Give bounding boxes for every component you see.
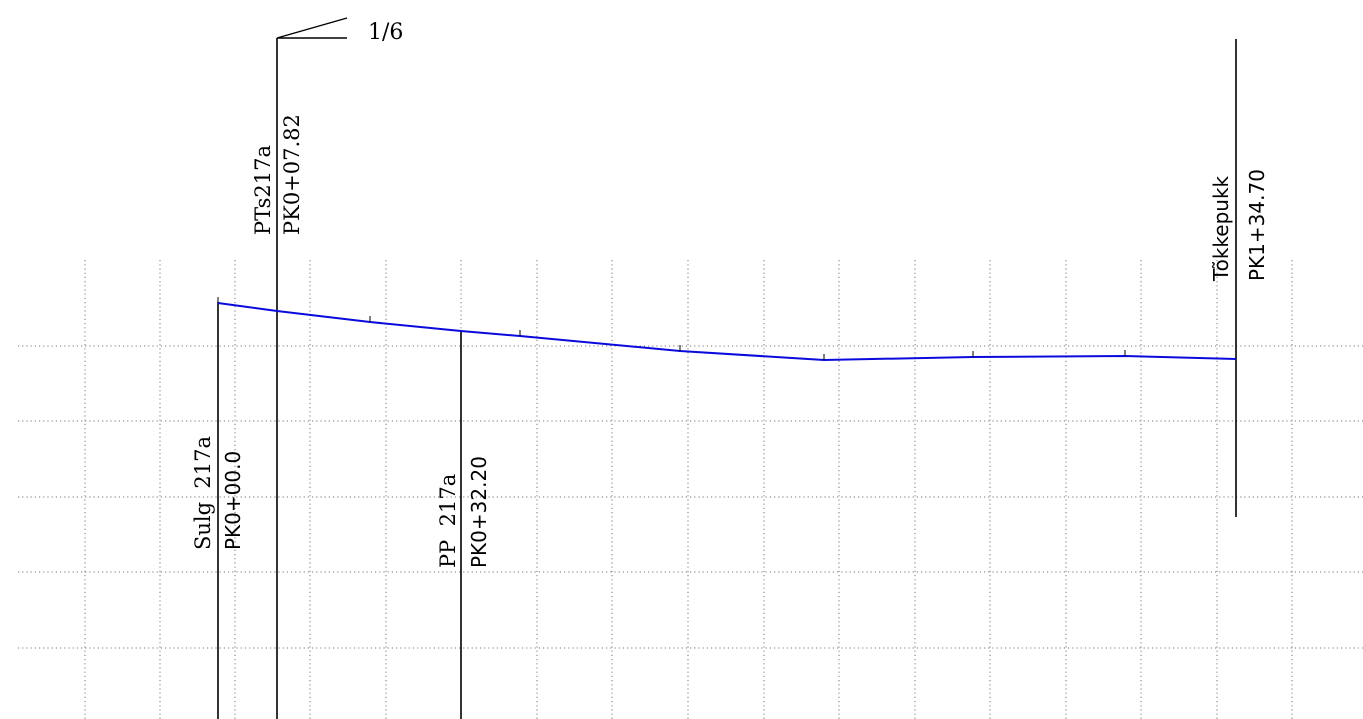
elevation-profile-line [217, 302, 1237, 362]
station-chainage: PK0+07.82 [280, 114, 304, 235]
profile-ticks [217, 297, 1126, 360]
station-name: PP 217a [436, 474, 460, 568]
station-label-pts: PTs217a PK0+07.82 [251, 114, 304, 235]
station-chainage: PK0+32.20 [467, 456, 491, 568]
slope-marker: 1/6 [276, 17, 403, 45]
station-label-pp: PP 217a PK0+32.20 [436, 456, 491, 568]
station-chainage: PK1+34.70 [1245, 169, 1269, 281]
grid [18, 260, 1363, 719]
slope-ratio-label: 1/6 [368, 20, 403, 45]
station-name: PTs217a [251, 145, 275, 235]
station-label-sulg: Sulg 217a PK0+00.0 [191, 436, 245, 550]
station-label-tokkepukk: Tõkkepukk PK1+34.70 [1209, 169, 1269, 282]
station-name: Tõkkepukk [1209, 175, 1233, 282]
station-chainage: PK0+00.0 [221, 451, 245, 550]
slope-triangle-icon [276, 17, 348, 39]
station-name: Sulg 217a [191, 436, 215, 550]
